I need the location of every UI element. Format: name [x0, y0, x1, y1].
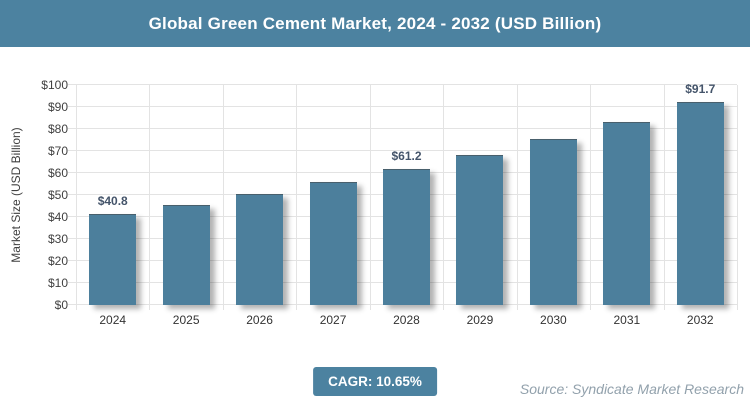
- source-text: Source: Syndicate Market Research: [519, 381, 744, 397]
- x-tick-label: 2030: [540, 313, 567, 327]
- bar-value-label: $40.8: [97, 194, 128, 209]
- bar-value-label: $91.7: [685, 82, 716, 97]
- gridline-vertical: [590, 85, 592, 310]
- bar-2030: [529, 139, 577, 305]
- gridline-vertical: [222, 85, 224, 310]
- y-tick-label: $80: [47, 122, 68, 136]
- y-tick-label: $10: [47, 276, 68, 290]
- y-tick-label: $70: [47, 144, 68, 158]
- bar-2028: [383, 169, 430, 305]
- x-tick-label: 2024: [99, 313, 127, 327]
- gridline-vertical: [149, 85, 151, 310]
- x-tick-label: 2028: [393, 313, 420, 327]
- gridline-horizontal: [68, 84, 737, 85]
- y-tick-label: $20: [47, 254, 68, 268]
- bar-2031: [603, 121, 651, 305]
- y-tick-label: $50: [47, 188, 68, 202]
- chart-title: Global Green Cement Market, 2024 - 2032 …: [148, 13, 602, 33]
- bar-2024: [89, 214, 137, 305]
- bar-2032: [676, 102, 724, 305]
- gridline-horizontal: [68, 128, 737, 129]
- chart-title-bar: Global Green Cement Market, 2024 - 2032 …: [0, 0, 750, 47]
- y-axis-ticks: $0 $10 $20 $30 $40 $50 $60 $70 $80 $90 $100: [0, 78, 68, 312]
- bar-2026: [236, 194, 284, 305]
- x-tick-label: 2026: [246, 313, 273, 327]
- plot-area: $40.8 $61.2 $91.7: [68, 82, 738, 310]
- y-tick-label: $100: [41, 78, 68, 92]
- gridline-vertical: [76, 85, 77, 310]
- x-tick-label: 2032: [686, 313, 714, 327]
- bar-2025: [162, 204, 210, 305]
- x-tick-label: 2031: [613, 313, 641, 327]
- gridline-vertical: [369, 85, 371, 310]
- y-tick-label: $60: [47, 166, 68, 180]
- bar-2029: [456, 155, 504, 305]
- y-tick-label: $0: [54, 298, 68, 312]
- gridline-vertical: [516, 85, 518, 310]
- gridline-vertical: [663, 85, 665, 310]
- gridline-vertical: [296, 85, 298, 310]
- x-tick-label: 2025: [172, 313, 200, 327]
- y-tick-label: $30: [47, 232, 68, 246]
- bar-value-label: $61.2: [391, 149, 422, 164]
- bar-2027: [309, 182, 357, 305]
- x-axis-labels: 2024 2025 2026 2027 2028 2029 2030 2031 2032: [76, 313, 737, 329]
- gridline-vertical: [443, 85, 445, 310]
- x-tick-label: 2027: [319, 313, 347, 327]
- gridline-horizontal: [68, 106, 737, 107]
- gridline-horizontal: [68, 150, 737, 151]
- cagr-badge: CAGR: 10.65%: [313, 367, 437, 396]
- x-tick-label: 2029: [466, 313, 494, 327]
- gridline-vertical: [737, 85, 738, 310]
- y-tick-label: $90: [47, 100, 68, 114]
- y-tick-label: $40: [47, 210, 68, 224]
